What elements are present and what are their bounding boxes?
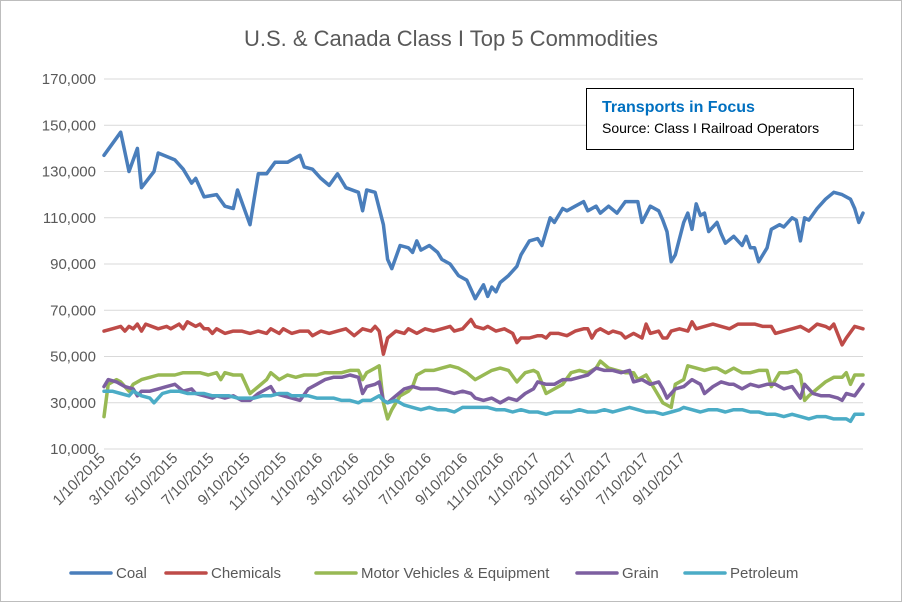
series-line-petroleum xyxy=(102,389,865,424)
y-axis-tick-labels: 10,000 30,000 50,000 70,000 90,000 110,000 130… xyxy=(42,71,96,458)
grid-lines xyxy=(104,78,863,450)
y-tick-label: 90,000 xyxy=(50,256,96,273)
x-axis-tick-labels: 1/10/20153/10/20155/10/20157/10/20159/10… xyxy=(50,450,689,514)
series-line-coal xyxy=(102,130,865,301)
series-line-motor-vehicles-equipment xyxy=(102,359,865,421)
legend-label: Petroleum xyxy=(730,565,798,582)
y-tick-label: 30,000 xyxy=(50,395,96,412)
legend-label: Grain xyxy=(622,565,659,582)
y-tick-label: 130,000 xyxy=(42,164,96,181)
y-tick-label: 150,000 xyxy=(42,117,96,134)
series-line-chemicals xyxy=(102,317,865,356)
y-tick-label: 170,000 xyxy=(42,71,96,88)
legend-label: Chemicals xyxy=(211,565,281,582)
legend-label: Coal xyxy=(116,565,147,582)
chart-title: U.S. & Canada Class I Top 5 Commodities xyxy=(244,26,658,51)
legend: Coal Chemicals Motor Vehicles & Equipment G… xyxy=(69,565,798,582)
y-tick-label: 10,000 xyxy=(50,441,96,458)
annotation-source: Source: Class I Railroad Operators xyxy=(602,120,820,136)
y-tick-label: 110,000 xyxy=(43,210,96,227)
legend-label: Motor Vehicles & Equipment xyxy=(361,565,550,582)
series-line-grain xyxy=(102,366,865,405)
series-lines xyxy=(102,130,865,424)
y-tick-label: 50,000 xyxy=(50,349,96,366)
y-tick-label: 70,000 xyxy=(50,302,96,319)
annotation-box: Transports in Focus Source: Class I Rail… xyxy=(586,88,854,150)
annotation-title: Transports in Focus xyxy=(602,99,755,116)
